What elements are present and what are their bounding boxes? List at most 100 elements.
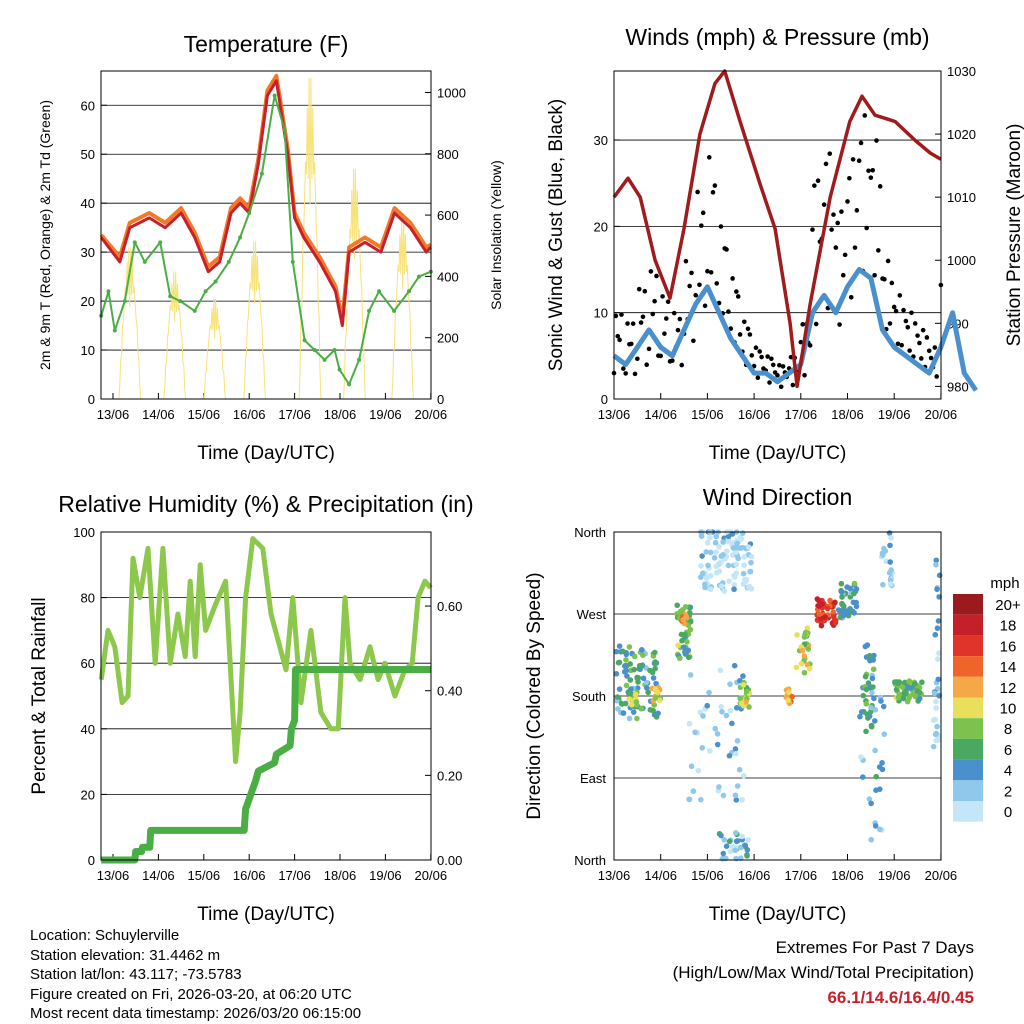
wind-direction-point: [616, 659, 623, 666]
y-axis-label: Sonic Wind & Gust (Blue, Black): [546, 99, 567, 371]
gust-point: [854, 208, 860, 213]
wind-direction-point: [634, 674, 640, 681]
wind-direction-point: [935, 656, 941, 662]
wind-direction-point: [744, 853, 750, 859]
wind-direction-point: [690, 788, 697, 795]
wind-direction-point: [634, 715, 640, 722]
wind-direction-point: [734, 738, 741, 744]
wind-direction-point: [733, 797, 740, 803]
wind-direction-point: [733, 549, 739, 555]
gust-point: [675, 327, 681, 333]
wind-direction-point: [707, 549, 714, 556]
dewpoint-point: [168, 294, 173, 299]
gust-point: [636, 286, 642, 292]
legend-label: 14: [1000, 659, 1017, 676]
wind-direction-point: [895, 680, 902, 687]
plot-frame: [613, 70, 942, 400]
gust-point: [662, 331, 667, 336]
dewpoint-point: [357, 357, 362, 362]
wind-direction-point: [632, 691, 639, 698]
wind-direction-point: [719, 709, 725, 715]
wind-direction-point: [613, 648, 620, 655]
wind-direction-point: [674, 602, 681, 609]
wind-direction-point: [737, 695, 744, 701]
wind-direction-point: [613, 671, 620, 677]
wind-direction-point: [870, 666, 877, 673]
dewpoint-point: [312, 348, 317, 353]
wind-direction-point: [628, 686, 634, 692]
wind-direction-point: [733, 751, 739, 757]
dewpoint-point: [416, 274, 421, 279]
wind-direction-point: [650, 675, 657, 681]
wind-direction-point: [699, 744, 706, 751]
wind-direction-point: [733, 830, 739, 836]
wind-direction-point: [870, 657, 877, 663]
wind-direction-point: [686, 720, 693, 727]
x-tick-label: 20/06: [415, 407, 448, 422]
wind-direction-point: [830, 614, 837, 620]
chart-title: Winds (mph) & Pressure (mb): [625, 24, 929, 50]
gust-point: [652, 298, 657, 304]
gust-point: [829, 227, 834, 232]
wind-direction-point: [734, 540, 740, 547]
wind-direction-point: [746, 704, 752, 710]
y2-tick-label: 1030: [947, 64, 976, 79]
y2-tick-label: 0.60: [437, 599, 462, 614]
wind-direction-point: [798, 661, 805, 667]
wind-direction-point: [881, 731, 888, 737]
legend-swatch: [953, 780, 983, 801]
y2-tick-label: 600: [437, 208, 459, 223]
wind-direction-point: [864, 711, 870, 718]
legend-swatch: [953, 801, 983, 822]
legend-label: 18: [1000, 618, 1017, 635]
x-tick-label: 13/06: [598, 407, 631, 422]
wind-direction-point: [703, 549, 710, 555]
wind-direction-point: [638, 705, 645, 712]
wind-direction-point: [919, 679, 925, 686]
wind-direction-point: [851, 580, 858, 587]
x-tick-label: 20/06: [925, 407, 958, 422]
wind-direction-point: [832, 619, 839, 626]
wind-direction-point: [816, 611, 823, 618]
x-tick-label: 19/06: [878, 868, 911, 883]
wind-direction-point: [697, 574, 704, 581]
x-tick-label: 17/06: [278, 407, 311, 422]
wind-direction-point: [721, 837, 728, 843]
gust-point: [864, 225, 869, 231]
gust-point: [695, 189, 700, 195]
wind-direction-point: [888, 534, 894, 541]
y-tick-label: 40: [81, 196, 95, 211]
legend-swatch: [953, 697, 983, 719]
gust-point: [831, 212, 836, 217]
wind-direction-point: [724, 548, 730, 554]
gust-point: [847, 175, 852, 181]
dewpoint-point: [112, 328, 117, 333]
gust-point: [735, 294, 741, 299]
wind-direction-point: [871, 695, 877, 702]
legend-swatch: [953, 594, 983, 615]
wind-direction-point: [733, 561, 739, 568]
gust-point: [870, 167, 876, 173]
dewpoint-point: [247, 210, 252, 215]
wind-direction-point: [935, 618, 942, 624]
x-tick-label: 19/06: [369, 407, 402, 422]
dewpoint-line: [100, 94, 432, 386]
wind-direction-point: [838, 580, 845, 587]
legend-swatch: [953, 759, 983, 781]
wind-direction-point: [814, 596, 821, 602]
wind-direction-point: [731, 586, 737, 593]
legend-label: 12: [1000, 680, 1017, 697]
wind-direction-point: [916, 695, 923, 702]
wind-direction-point: [713, 549, 719, 555]
wind-direction-point: [727, 707, 734, 714]
dewpoint-point: [106, 289, 111, 294]
wind-direction-point: [743, 688, 750, 695]
gust-point: [850, 157, 856, 162]
y2-tick-label: 200: [437, 331, 459, 346]
gust-point: [903, 318, 909, 324]
y-tick-label: 80: [81, 591, 95, 606]
legend-title: mph: [990, 575, 1019, 592]
gust-point: [840, 272, 846, 278]
gust-point: [726, 309, 731, 314]
wind-direction-point: [733, 705, 740, 711]
